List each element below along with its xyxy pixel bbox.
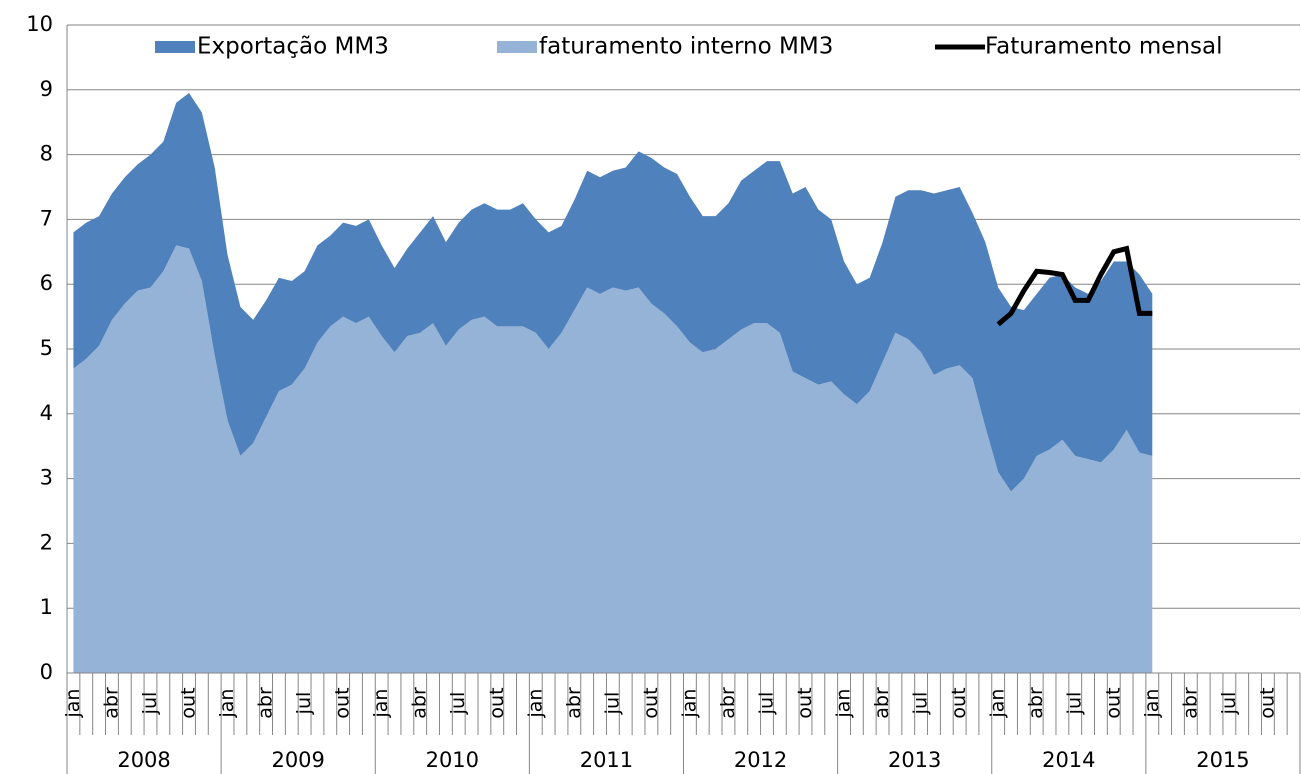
year-label: 2013 [888, 748, 941, 772]
x-tick-label: jan [678, 689, 700, 719]
legend-swatch [497, 41, 537, 53]
x-tick-label: out [640, 687, 662, 718]
y-tick-label: 5 [40, 336, 53, 360]
x-tick-label: abr [255, 687, 277, 719]
x-tick-label: jan [1141, 689, 1163, 719]
y-tick-label: 0 [40, 660, 53, 684]
x-tick-label: jan [987, 689, 1009, 719]
x-tick-label: jul [601, 692, 623, 716]
year-label: 2015 [1196, 748, 1249, 772]
x-tick-label: out [1102, 687, 1124, 718]
y-tick-label: 9 [40, 77, 53, 101]
legend-swatch [155, 41, 195, 53]
x-tick-label: abr [717, 687, 739, 719]
x-tick-label: jul [910, 692, 932, 716]
y-tick-label: 3 [40, 466, 53, 490]
x-tick-label: jan [370, 689, 392, 719]
x-tick-label: out [794, 687, 816, 718]
area [73, 93, 1153, 492]
legend-label: Faturamento mensal [985, 34, 1223, 60]
legend-label: faturamento interno MM3 [539, 34, 833, 60]
x-tick-label: out [178, 687, 200, 718]
year-label: 2010 [426, 748, 479, 772]
year-label: 2012 [734, 748, 787, 772]
year-label: 2014 [1042, 748, 1095, 772]
x-tick-label: jan [833, 689, 855, 719]
x-tick-label: jul [293, 692, 315, 716]
x-tick-label: abr [100, 687, 122, 719]
x-tick-label: abr [1179, 687, 1201, 719]
x-tick-label: abr [563, 687, 585, 719]
y-tick-label: 4 [40, 401, 53, 425]
y-tick-label: 7 [40, 206, 53, 230]
area [73, 245, 1153, 673]
x-tick-label: abr [871, 687, 893, 719]
y-tick-label: 1 [40, 595, 53, 619]
y-tick-label: 10 [26, 12, 53, 36]
x-tick-label: out [1256, 687, 1278, 718]
legend-label: Exportação MM3 [197, 34, 389, 60]
x-tick-label: jul [139, 692, 161, 716]
x-tick-label: jan [216, 689, 238, 719]
x-tick-label: out [486, 687, 508, 718]
x-tick-label: jan [62, 689, 84, 719]
x-tick-label: abr [1025, 687, 1047, 719]
x-tick-label: jul [1218, 692, 1240, 716]
x-tick-label: jul [755, 692, 777, 716]
x-tick-label: abr [409, 687, 431, 719]
line [996, 245, 1153, 327]
x-tick-label: jul [447, 692, 469, 716]
x-tick-label: out [948, 687, 970, 718]
year-label: 2008 [117, 748, 170, 772]
y-tick-label: 8 [40, 142, 53, 166]
y-tick-label: 2 [40, 530, 53, 554]
year-label: 2009 [271, 748, 324, 772]
year-label: 2011 [580, 748, 633, 772]
y-tick-label: 6 [40, 271, 53, 295]
x-tick-label: out [332, 687, 354, 718]
x-tick-label: jul [1064, 692, 1086, 716]
x-tick-label: jan [524, 689, 546, 719]
